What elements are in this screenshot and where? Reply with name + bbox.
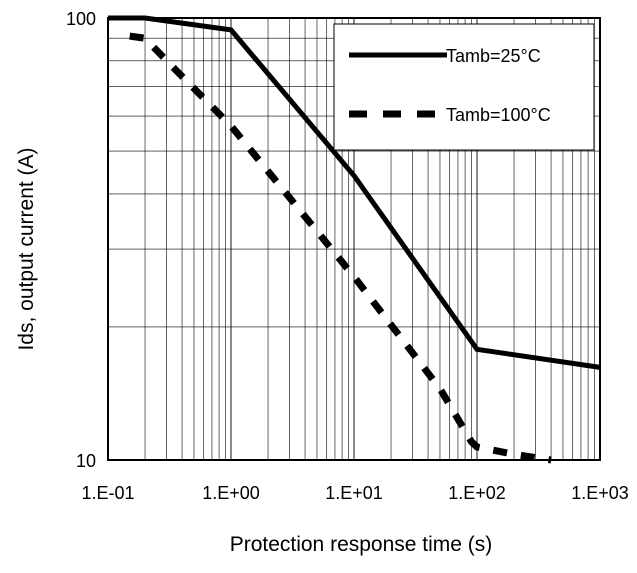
x-tick-label: 1.E+00 xyxy=(202,483,260,503)
legend-entry-25c: Tamb=25°C xyxy=(446,46,541,66)
x-tick-label: 1.E+03 xyxy=(571,483,629,503)
x-tick-label: 1.E-01 xyxy=(81,483,134,503)
legend: Tamb=25°C Tamb=100°C xyxy=(333,23,595,151)
plot-frame xyxy=(107,17,601,461)
legend-entry-100c: Tamb=100°C xyxy=(446,105,551,125)
y-axis-label: Ids, output current (A) xyxy=(15,147,38,350)
x-tick-label: 1.E+02 xyxy=(448,483,506,503)
y-tick-label: 100 xyxy=(66,9,96,29)
legend-box xyxy=(333,23,595,151)
x-tick-label: 1.E+01 xyxy=(325,483,383,503)
series-line-tamb-100c xyxy=(129,32,552,464)
x-axis-label: Protection response time (s) xyxy=(230,533,493,556)
y-tick-label: 10 xyxy=(76,451,96,471)
tick-labels: 1.E-01 1.E+00 1.E+01 1.E+02 1.E+03 10 100 xyxy=(66,9,629,503)
